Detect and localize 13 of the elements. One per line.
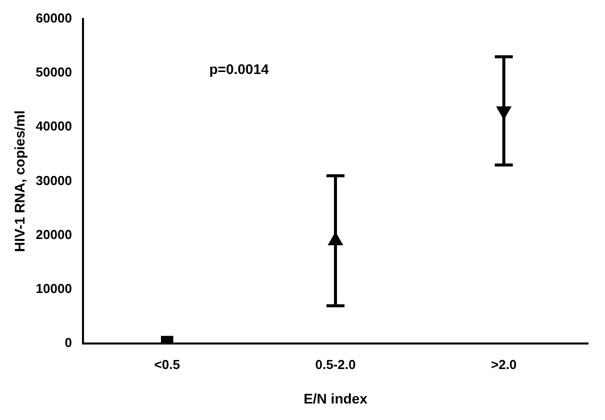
x-axis-title: E/N index [304,390,368,406]
y-tick-label: 50000 [36,64,72,80]
y-tick-label: 0 [64,335,72,350]
x-tick-label: >2.0 [490,356,517,372]
annotation: p=0.0014 [209,61,269,78]
y-axis-title: HIV-1 RNA, copies/ml [11,110,28,252]
y-tick-label: 60000 [36,10,72,26]
x-tick-label: <0.5 [154,356,180,372]
y-tick-label: 40000 [36,118,72,134]
x-tick-label: 0.5-2.0 [315,356,356,372]
y-tick-label: 20000 [36,226,72,242]
y-tick-label: 30000 [36,172,72,188]
y-tick-label: 10000 [36,281,72,296]
